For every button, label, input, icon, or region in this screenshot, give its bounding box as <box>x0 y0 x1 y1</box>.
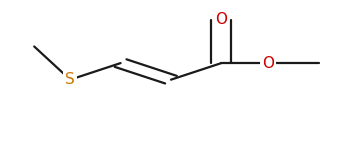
Text: O: O <box>262 56 274 71</box>
Text: S: S <box>65 72 75 87</box>
Text: O: O <box>215 12 228 27</box>
